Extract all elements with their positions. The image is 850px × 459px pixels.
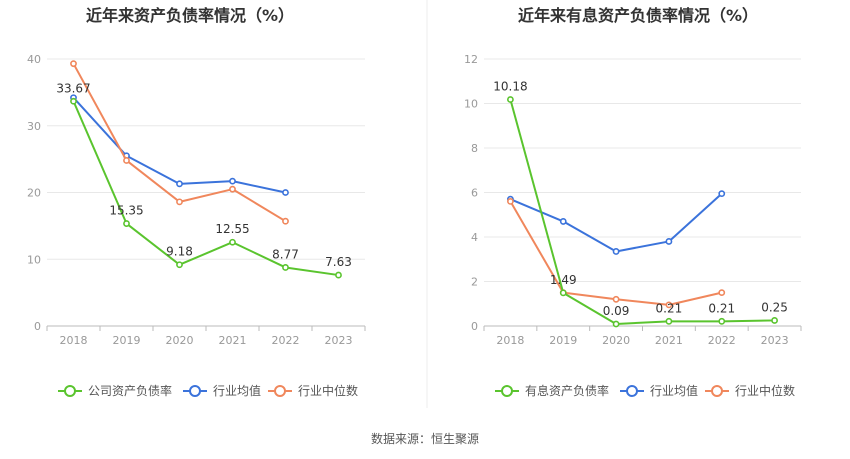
x-tick-label: 2019 [549,334,577,347]
legend-marker [189,385,201,397]
data-point [282,264,289,271]
legend-label: 行业均值 [650,383,698,398]
legend-label: 行业中位数 [298,383,358,398]
x-tick-label: 2022 [708,334,736,347]
x-tick-label: 2018 [60,334,88,347]
y-tick-label: 10 [27,253,41,266]
x-tick-label: 2023 [325,334,353,347]
data-point [282,217,289,225]
data-label: 1.49 [550,273,577,287]
chart-1: 近年来资产负债率情况（%） 0 10 20 30 40 2018 2019 2020 2021 20… [27,6,366,398]
x-tick-label: 2022 [272,334,300,347]
data-point [771,317,778,324]
data-label: 7.63 [325,255,352,269]
legend-label: 行业中位数 [735,383,795,398]
data-point [665,301,673,309]
data-point [335,271,342,279]
y-tick-label: 4 [471,231,478,244]
data-point [229,185,236,193]
x-tick-label: 2023 [761,334,789,347]
y-tick-label: 30 [27,120,41,133]
legend-label: 行业均值 [213,383,261,398]
x-tick-label: 2019 [113,334,141,347]
legend-marker [626,385,638,397]
data-point [612,320,620,328]
y-tick-label: 2 [471,276,478,289]
y-tick-label: 20 [27,187,41,200]
data-label: 10.18 [493,79,527,93]
data-point [229,177,236,185]
x-tick-label: 2020 [602,334,630,347]
x-tick-label: 2018 [496,334,524,347]
data-point [718,317,726,325]
chart-title: 近年来有息资产负债率情况（%） [518,6,758,25]
x-tick-label: 2020 [166,334,194,347]
data-label: 0.09 [603,304,630,318]
data-label: 9.18 [166,245,193,259]
data-point [123,157,130,164]
y-tick-label: 6 [471,187,478,200]
data-point [507,96,514,103]
x-tick-label: 2021 [655,334,683,347]
data-point [176,198,183,206]
legend-marker [501,385,513,397]
data-label: 0.21 [656,301,683,315]
data-label: 15.35 [109,204,143,218]
data-point [718,289,726,297]
legend-marker [711,385,723,397]
y-tick-label: 10 [464,98,478,111]
legend-label: 有息资产负债率 [525,383,609,398]
data-label: 8.77 [272,247,299,261]
source-label: 数据来源：恒生聚源 [371,431,479,446]
data-point [70,97,77,105]
y-tick-label: 8 [471,142,478,155]
chart-2: 近年来有息资产负债率情况（%） 0 2 4 6 8 10 12 2018 2019 2020 2021… [464,6,802,398]
legend-marker [274,385,286,397]
y-tick-label: 0 [471,320,478,333]
y-tick-label: 40 [27,53,41,66]
legend-label: 公司资产负债率 [88,383,172,398]
data-label: 12.55 [215,222,249,236]
y-tick-label: 12 [464,53,478,66]
data-point [507,197,514,205]
series-line-1 [72,100,339,277]
data-point [282,189,289,196]
data-point [612,295,620,303]
data-point [718,190,726,198]
data-point [123,220,130,227]
data-point [665,238,673,245]
legend-marker [64,385,76,397]
series-line-3 [72,63,287,223]
data-label: 0.21 [708,301,735,315]
data-point [70,60,77,68]
data-point [176,180,183,188]
data-point [559,218,567,225]
x-tick-label: 2021 [219,334,247,347]
series-line-2 [72,97,286,194]
data-point [612,248,620,255]
y-tick-label: 0 [34,320,41,333]
series-line-1 [509,99,775,325]
data-point [559,289,567,297]
data-point [665,317,673,325]
data-point [176,261,183,269]
data-label: 0.25 [761,300,788,314]
data-point [229,238,236,246]
series-line-2 [510,192,723,253]
chart-title: 近年来资产负债率情况（%） [86,6,294,25]
data-label: 33.67 [56,81,90,95]
